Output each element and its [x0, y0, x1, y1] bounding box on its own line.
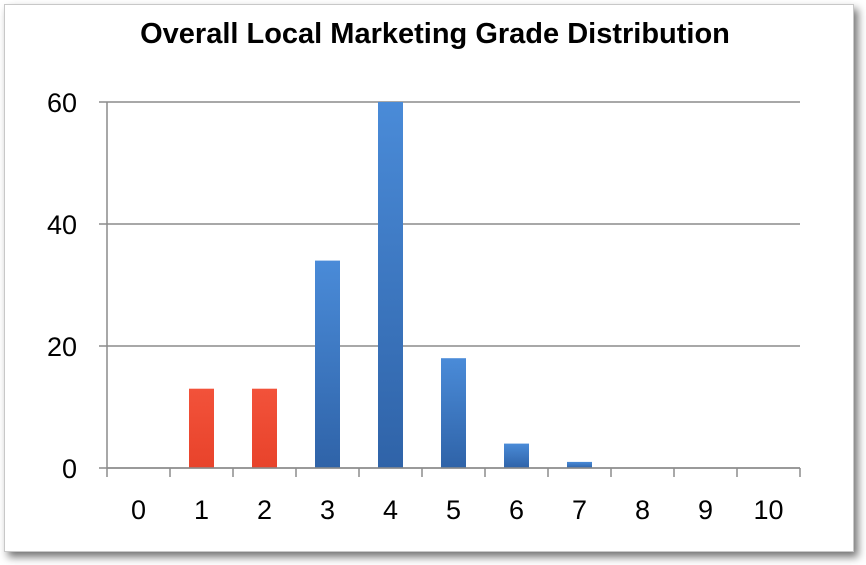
bar-grade-4	[378, 102, 403, 468]
chart-frame: Overall Local Marketing Grade Distributi…	[4, 4, 854, 552]
x-tick-label: 2	[257, 495, 272, 525]
y-tick-label: 20	[47, 332, 77, 362]
x-tick-label: 7	[572, 495, 587, 525]
x-tick-label: 10	[753, 495, 783, 525]
y-tick-label: 0	[62, 454, 77, 484]
axes: 0 20 40 60 0 1 2 3 4 5 6 7 8 9 10	[47, 88, 801, 525]
x-tick-label: 1	[194, 495, 209, 525]
bar-grade-5	[441, 358, 466, 468]
bar-chart: Overall Local Marketing Grade Distributi…	[47, 18, 801, 525]
x-tick-label: 3	[320, 495, 335, 525]
chart-title: Overall Local Marketing Grade Distributi…	[140, 18, 730, 50]
x-tick-label: 4	[383, 495, 398, 525]
x-tick-label: 8	[635, 495, 650, 525]
bar-grade-6	[504, 443, 529, 468]
bars	[189, 102, 592, 468]
bar-grade-3	[315, 260, 340, 468]
bar-grade-7	[567, 461, 592, 468]
bar-grade-1	[189, 388, 214, 468]
x-tick-label: 6	[509, 495, 524, 525]
x-tick-label: 5	[446, 495, 461, 525]
bar-grade-2	[252, 388, 277, 468]
x-tick-label: 0	[131, 495, 146, 525]
x-tick-label: 9	[698, 495, 713, 525]
y-tick-label: 60	[47, 88, 77, 118]
y-tick-label: 40	[47, 210, 77, 240]
